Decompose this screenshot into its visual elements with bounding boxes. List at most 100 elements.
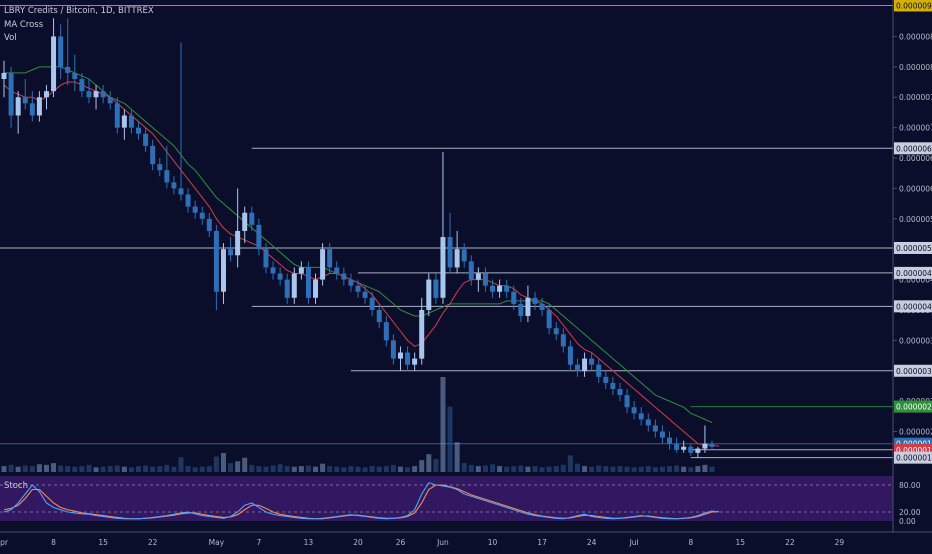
candle-body[interactable] (298, 267, 304, 274)
candle-body[interactable] (192, 206, 198, 213)
candle-body[interactable] (284, 279, 290, 298)
candle-body[interactable] (490, 285, 496, 292)
candle-body[interactable] (681, 446, 687, 450)
candle-body[interactable] (546, 309, 552, 329)
candle-body[interactable] (213, 230, 219, 292)
candle-body[interactable] (29, 103, 35, 116)
candle-body[interactable] (185, 194, 191, 207)
candle-body[interactable] (171, 182, 177, 189)
candle-body[interactable] (695, 448, 701, 453)
candle-body[interactable] (242, 212, 248, 231)
candle-body[interactable] (709, 443, 715, 447)
candle-body[interactable] (475, 273, 481, 280)
candle-body[interactable] (150, 145, 156, 165)
candle-body[interactable] (412, 358, 418, 365)
candle-body[interactable] (497, 285, 503, 292)
candle-body[interactable] (383, 322, 389, 341)
candle-body[interactable] (249, 212, 255, 225)
candle-body[interactable] (461, 249, 467, 262)
candle-body[interactable] (341, 273, 347, 280)
candle-body[interactable] (178, 188, 184, 195)
candle-body[interactable] (574, 364, 580, 371)
candle-body[interactable] (79, 79, 85, 92)
candle-body[interactable] (426, 279, 432, 310)
candle-body[interactable] (702, 443, 708, 449)
candle-body[interactable] (355, 285, 361, 292)
candle-body[interactable] (100, 91, 106, 98)
candle-body[interactable] (419, 309, 425, 359)
candle-body[interactable] (560, 334, 566, 347)
candle-body[interactable] (667, 437, 673, 444)
candle-body[interactable] (277, 273, 283, 280)
candles[interactable] (1, 18, 715, 458)
candle-body[interactable] (390, 340, 396, 359)
candle-body[interactable] (114, 103, 120, 128)
candle-body[interactable] (369, 297, 375, 310)
candle-body[interactable] (525, 297, 531, 317)
candle-body[interactable] (43, 91, 49, 98)
candle-body[interactable] (256, 224, 262, 250)
candle-body[interactable] (107, 97, 113, 104)
candle-body[interactable] (206, 218, 212, 231)
candle-body[interactable] (539, 303, 545, 310)
candle-body[interactable] (263, 249, 269, 268)
indicator-volume[interactable]: Vol (4, 33, 17, 43)
candle-body[interactable] (164, 170, 170, 183)
candle-body[interactable] (617, 388, 623, 396)
candle-body[interactable] (143, 133, 149, 146)
candle-body[interactable] (582, 358, 588, 371)
candle-body[interactable] (320, 249, 326, 280)
candle-body[interactable] (327, 249, 333, 268)
candle-body[interactable] (348, 279, 354, 286)
candle-body[interactable] (504, 285, 510, 292)
candle-body[interactable] (603, 376, 609, 383)
candle-body[interactable] (72, 72, 78, 80)
candle-body[interactable] (362, 291, 368, 298)
candle-body[interactable] (652, 425, 658, 432)
candle-body[interactable] (447, 237, 453, 268)
candle-body[interactable] (36, 97, 42, 116)
candle-body[interactable] (334, 267, 340, 274)
indicator-stoch[interactable]: Stoch (4, 481, 28, 491)
candle-body[interactable] (376, 309, 382, 323)
indicator-ma-cross[interactable]: MA Cross (4, 20, 44, 30)
candle-body[interactable] (51, 36, 57, 92)
candle-body[interactable] (270, 267, 276, 274)
candle-body[interactable] (433, 279, 439, 298)
candle-body[interactable] (589, 358, 595, 365)
candle-body[interactable] (121, 115, 127, 128)
candle-body[interactable] (567, 346, 573, 365)
candle-body[interactable] (440, 237, 446, 298)
candle-body[interactable] (199, 212, 205, 219)
candle-body[interactable] (659, 431, 665, 438)
candle-body[interactable] (157, 164, 163, 171)
candle-body[interactable] (631, 407, 637, 414)
candle-body[interactable] (228, 249, 234, 256)
candle-body[interactable] (645, 419, 651, 426)
candle-body[interactable] (674, 443, 680, 450)
candle-body[interactable] (15, 97, 21, 116)
candle-body[interactable] (93, 91, 99, 98)
candle-body[interactable] (58, 36, 64, 67)
candle-body[interactable] (8, 72, 14, 116)
candle-body[interactable] (86, 91, 92, 98)
candle-body[interactable] (22, 97, 28, 104)
candle-body[interactable] (610, 382, 616, 389)
candle-body[interactable] (397, 352, 403, 359)
candle-body[interactable] (305, 267, 311, 298)
candle-body[interactable] (518, 303, 524, 317)
candle-body[interactable] (405, 352, 411, 365)
candle-body[interactable] (596, 364, 602, 377)
candle-body[interactable] (1, 72, 7, 80)
candle-body[interactable] (220, 249, 226, 292)
time-axis[interactable]: pr 8 15 22 May 7 13 20 26 Jun 10 17 24 Jul 8 15 22 29 (0, 531, 932, 547)
candle-body[interactable] (454, 249, 460, 268)
stoch-oscillator[interactable] (0, 482, 893, 520)
candle-body[interactable] (313, 279, 319, 298)
candle-body[interactable] (235, 230, 241, 256)
candle-body[interactable] (553, 328, 559, 335)
candle-body[interactable] (511, 291, 517, 304)
candle-body[interactable] (688, 446, 694, 453)
candle-body[interactable] (482, 273, 488, 286)
